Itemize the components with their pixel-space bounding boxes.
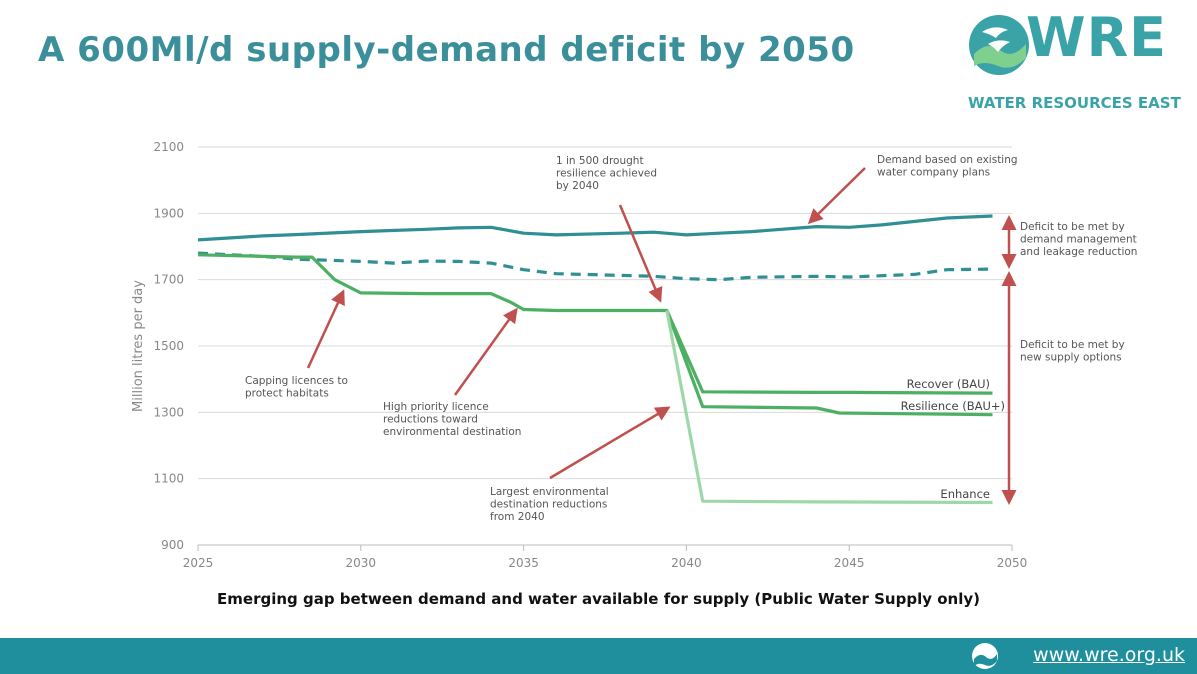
- page-title: A 600Ml/d supply-demand deficit by 2050: [38, 30, 855, 70]
- x-tick-label: 2045: [834, 556, 865, 570]
- series-label: Recover (BAU): [907, 377, 990, 391]
- annotation-text: Capping licences to protect habitats: [245, 375, 348, 400]
- y-axis-label: Million litres per day: [131, 280, 146, 412]
- chart-caption: Emerging gap between demand and water av…: [217, 590, 980, 608]
- annotation-text: 1 in 500 drought resilience achieved by 20…: [556, 155, 657, 192]
- website-link[interactable]: www.wre.org.uk: [1033, 644, 1185, 666]
- logo-letters: WRE: [1026, 6, 1168, 69]
- y-tick-label: 1900: [153, 206, 184, 220]
- annotation-text: High priority licence reductions toward en…: [383, 401, 521, 438]
- series-line-1: [197, 251, 993, 282]
- x-tick-label: 2025: [183, 556, 214, 570]
- deficit-chart: 900 1100 1300 1500 1700 1900 2100 2025 2030 2035 2…: [131, 140, 1137, 570]
- annotation-arrow-3: [807, 167, 866, 225]
- annotation-arrow-1: [453, 307, 518, 396]
- x-tick-label: 2040: [671, 556, 702, 570]
- series-line-2: [197, 253, 993, 395]
- x-tick-label: 2050: [997, 556, 1028, 570]
- y-tick-label: 900: [161, 538, 184, 552]
- y-tick-label: 1500: [153, 339, 184, 353]
- x-tick-label: 2030: [346, 556, 377, 570]
- series-label: Enhance: [940, 487, 990, 501]
- annotation-text: Deficit to be met by new supply options: [1020, 339, 1125, 364]
- logo-subtitle: WATER RESOURCES EAST: [968, 94, 1181, 112]
- logo-globe-icon: [969, 15, 1029, 75]
- x-tick-label: 2035: [508, 556, 539, 570]
- annotation-text: Demand based on existing water company pl…: [877, 154, 1018, 179]
- y-tick-label: 1700: [153, 273, 184, 287]
- annotation-arrow-0: [306, 289, 345, 369]
- y-tick-label: 2100: [153, 140, 184, 154]
- annotation-arrow-2: [618, 204, 663, 303]
- footer-logo-icon: [972, 643, 998, 669]
- annotation-text: Deficit to be met by demand management and…: [1020, 221, 1137, 258]
- y-tick-label: 1100: [153, 472, 184, 486]
- series-label: Resilience (BAU+): [901, 399, 1005, 413]
- annotation-text: Largest environmental destination reducti…: [490, 486, 609, 523]
- y-tick-label: 1300: [153, 405, 184, 419]
- series-line-0: [197, 214, 993, 242]
- footer-bar: www.wre.org.uk: [0, 638, 1197, 674]
- series-line-3: [665, 309, 993, 417]
- annotation-arrow-4: [549, 406, 671, 480]
- series-line-4: [665, 310, 993, 505]
